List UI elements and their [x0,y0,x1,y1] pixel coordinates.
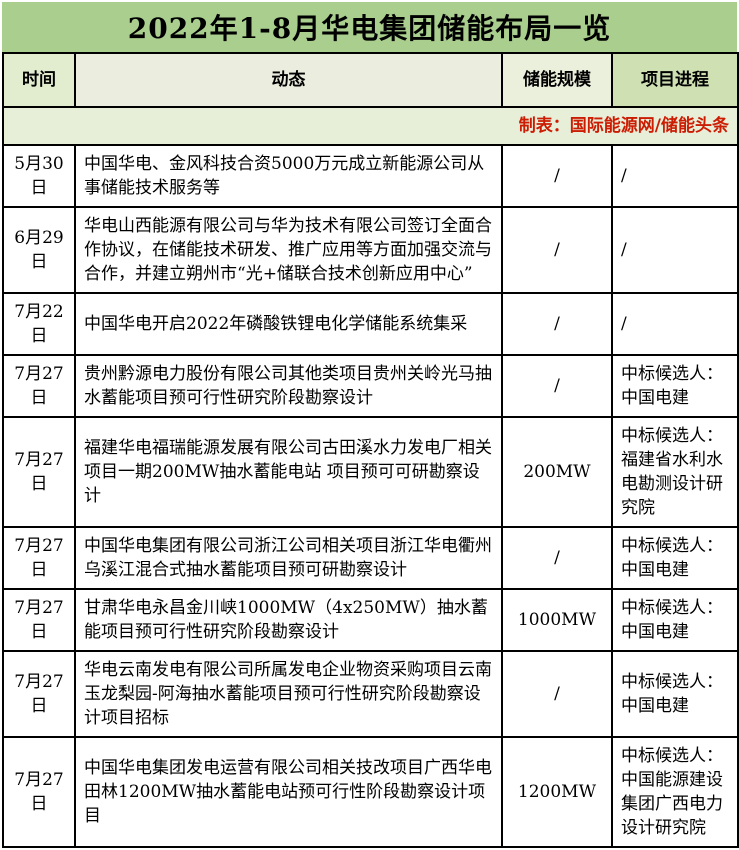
column-header-time: 时间 [2,52,76,108]
cell-time: 5月30日 [2,144,76,208]
header-row: 时间 动态 储能规模 项目进程 [2,52,739,108]
cell-dynamic: 华电山西能源有限公司与华为技术有限公司签订全面合作协议，在储能技术研发、推广应用… [74,206,503,294]
cell-progress: 中标候选人：中国电建 [611,526,739,590]
cell-progress: 中标候选人：中国电建 [611,588,739,652]
cell-time: 6月29日 [2,206,76,294]
column-header-dynamic: 动态 [74,52,503,108]
cell-time: 7月27日 [2,354,76,418]
cell-scale: 1000MW [501,588,613,652]
page-title: 2022年1-8月华电集团储能布局一览 [2,2,737,52]
table-row: 7月27日 福建华电福瑞能源发展有限公司古田溪水力发电厂相关项目一期200MW抽… [2,416,739,528]
credit-text: 制表：国际能源网/储能头条 [2,106,739,146]
cell-dynamic: 中国华电集团发电运营有限公司相关技改项目广西华电田林1200MW抽水蓄能电站预可… [74,736,503,848]
cell-progress: / [611,144,739,208]
credit-row: 制表：国际能源网/储能头条 [2,106,739,146]
cell-scale: / [501,526,613,590]
table-row: 7月27日 贵州黔源电力股份有限公司其他类项目贵州关岭光马抽水蓄能项目预可行性研… [2,354,739,418]
table-row: 5月30日 中国华电、金风科技合资5000万元成立新能源公司从事储能技术服务等 … [2,144,739,208]
cell-dynamic: 甘肃华电永昌金川峡1000MW（4x250MW）抽水蓄能项目预可行性研究阶段勘察… [74,588,503,652]
column-header-progress: 项目进程 [611,52,739,108]
cell-dynamic: 中国华电、金风科技合资5000万元成立新能源公司从事储能技术服务等 [74,144,503,208]
table-row: 7月27日 中国华电集团发电运营有限公司相关技改项目广西华电田林1200MW抽水… [2,736,739,848]
cell-dynamic: 中国华电开启2022年磷酸铁锂电化学储能系统集采 [74,292,503,356]
cell-progress: 中标候选人：中国能源建设集团广西电力设计研究院 [611,736,739,848]
cell-time: 7月27日 [2,526,76,590]
cell-scale: / [501,292,613,356]
cell-dynamic: 福建华电福瑞能源发展有限公司古田溪水力发电厂相关项目一期200MW抽水蓄能电站 … [74,416,503,528]
cell-time: 7月27日 [2,650,76,738]
cell-time: 7月22日 [2,292,76,356]
cell-dynamic: 中国华电集团有限公司浙江公司相关项目浙江华电衢州乌溪江混合式抽水蓄能项目预可研勘… [74,526,503,590]
cell-progress: 中标候选人：中国电建 [611,354,739,418]
table-body: 制表：国际能源网/储能头条 5月30日 中国华电、金风科技合资5000万元成立新… [2,106,739,848]
cell-dynamic: 华电云南发电有限公司所属发电企业物资采购项目云南玉龙梨园-阿海抽水蓄能项目预可行… [74,650,503,738]
cell-dynamic: 贵州黔源电力股份有限公司其他类项目贵州关岭光马抽水蓄能项目预可行性研究阶段勘察设… [74,354,503,418]
cell-progress: / [611,292,739,356]
table-row: 7月22日 中国华电开启2022年磷酸铁锂电化学储能系统集采 / / [2,292,739,356]
cell-scale: / [501,354,613,418]
cell-scale: 1200MW [501,736,613,848]
column-header-scale: 储能规模 [501,52,613,108]
cell-time: 7月27日 [2,416,76,528]
storage-layout-table: 时间 动态 储能规模 项目进程 制表：国际能源网/储能头条 5月30日 中国华电… [2,52,739,848]
table-row: 7月27日 华电云南发电有限公司所属发电企业物资采购项目云南玉龙梨园-阿海抽水蓄… [2,650,739,738]
cell-progress: 中标候选人：福建省水利水电勘测设计研究院 [611,416,739,528]
cell-scale: / [501,144,613,208]
cell-scale: / [501,650,613,738]
table-row: 7月27日 中国华电集团有限公司浙江公司相关项目浙江华电衢州乌溪江混合式抽水蓄能… [2,526,739,590]
cell-time: 7月27日 [2,588,76,652]
cell-progress: 中标候选人：中国电建 [611,650,739,738]
table-row: 6月29日 华电山西能源有限公司与华为技术有限公司签订全面合作协议，在储能技术研… [2,206,739,294]
cell-time: 7月27日 [2,736,76,848]
cell-scale: 200MW [501,416,613,528]
cell-scale: / [501,206,613,294]
cell-progress: / [611,206,739,294]
table-row: 7月27日 甘肃华电永昌金川峡1000MW（4x250MW）抽水蓄能项目预可行性… [2,588,739,652]
